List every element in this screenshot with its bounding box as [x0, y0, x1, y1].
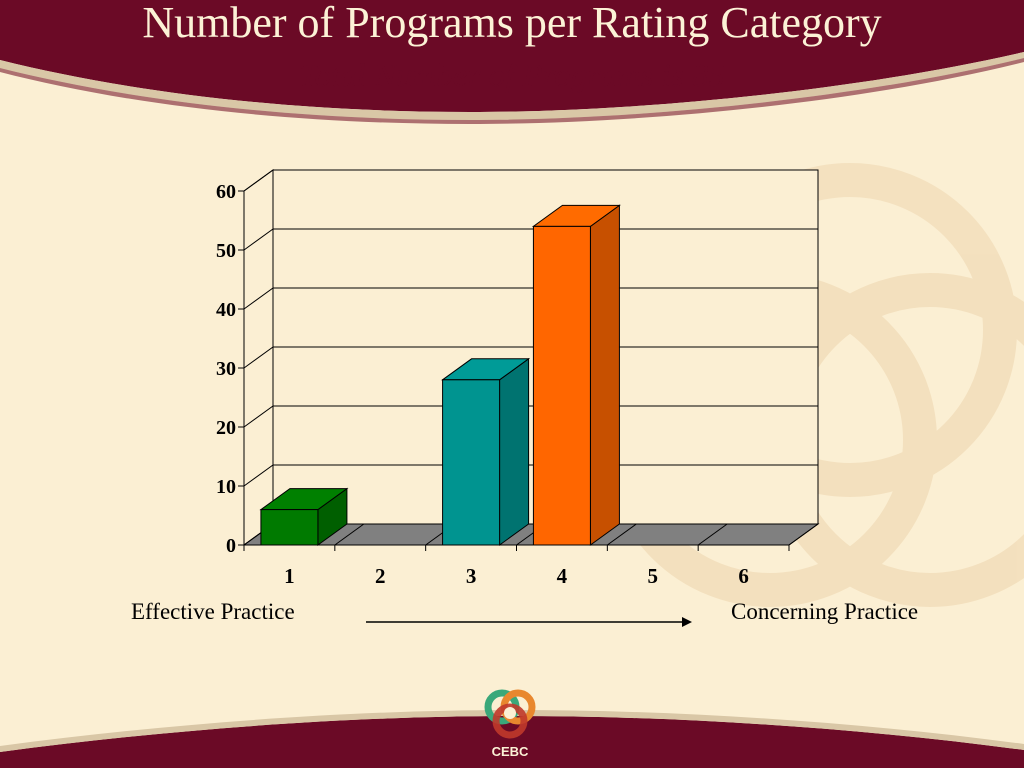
top-banner-light-band [0, 52, 1024, 120]
floor-divider [788, 523, 819, 546]
y-axis-ticks: 0 10 20 30 40 50 60 [216, 181, 245, 557]
x-tick-label: 3 [466, 564, 477, 588]
x-tick-label: 5 [648, 564, 659, 588]
y-tick-label: 40 [216, 299, 236, 321]
y-tick-label: 60 [216, 181, 236, 203]
bar-front [442, 379, 501, 546]
x-axis-ticks: 1 2 3 4 5 6 [243, 544, 790, 588]
bottom-banner [0, 716, 1024, 768]
gridline [243, 464, 818, 487]
y-tick-label: 50 [216, 240, 236, 262]
y-tick-label: 20 [216, 417, 236, 439]
gridline [243, 169, 818, 192]
x-tick-label: 6 [738, 564, 749, 588]
effective-practice-label: Effective Practice [131, 599, 295, 624]
gridline [243, 405, 818, 428]
slide-subtitle: Total Number of Programs is 85 [299, 58, 725, 94]
bar-front [260, 509, 319, 546]
bar-1 [259, 487, 349, 546]
y-tick-label: 10 [216, 476, 236, 498]
x-tick-label: 4 [557, 564, 568, 588]
gridline [243, 346, 818, 369]
y-tick-label: 0 [226, 535, 236, 557]
bar-4 [531, 204, 621, 546]
floor-divider [697, 523, 728, 546]
bottom-banner-light-band [0, 710, 1024, 752]
bar-front [532, 225, 591, 546]
top-banner [0, 0, 1024, 112]
concerning-practice-label: Concerning Practice [731, 599, 919, 624]
bar-side [589, 204, 620, 546]
gridline [243, 228, 818, 251]
chart-gridlines [243, 169, 818, 487]
slide-title: Number of Programs per Rating Category [142, 0, 882, 47]
x-tick-label: 1 [284, 564, 295, 588]
floor-divider [334, 523, 365, 546]
bar-side [499, 357, 530, 546]
right-arrow-icon [366, 617, 692, 627]
floor-divider [607, 523, 637, 546]
y-tick-label: 30 [216, 358, 236, 380]
chart-bars [259, 204, 621, 546]
bar-3 [441, 357, 531, 546]
cebc-logo [484, 689, 536, 739]
gridline [243, 287, 818, 310]
cebc-logo-text: CEBC [491, 744, 529, 759]
x-tick-label: 2 [375, 564, 386, 588]
